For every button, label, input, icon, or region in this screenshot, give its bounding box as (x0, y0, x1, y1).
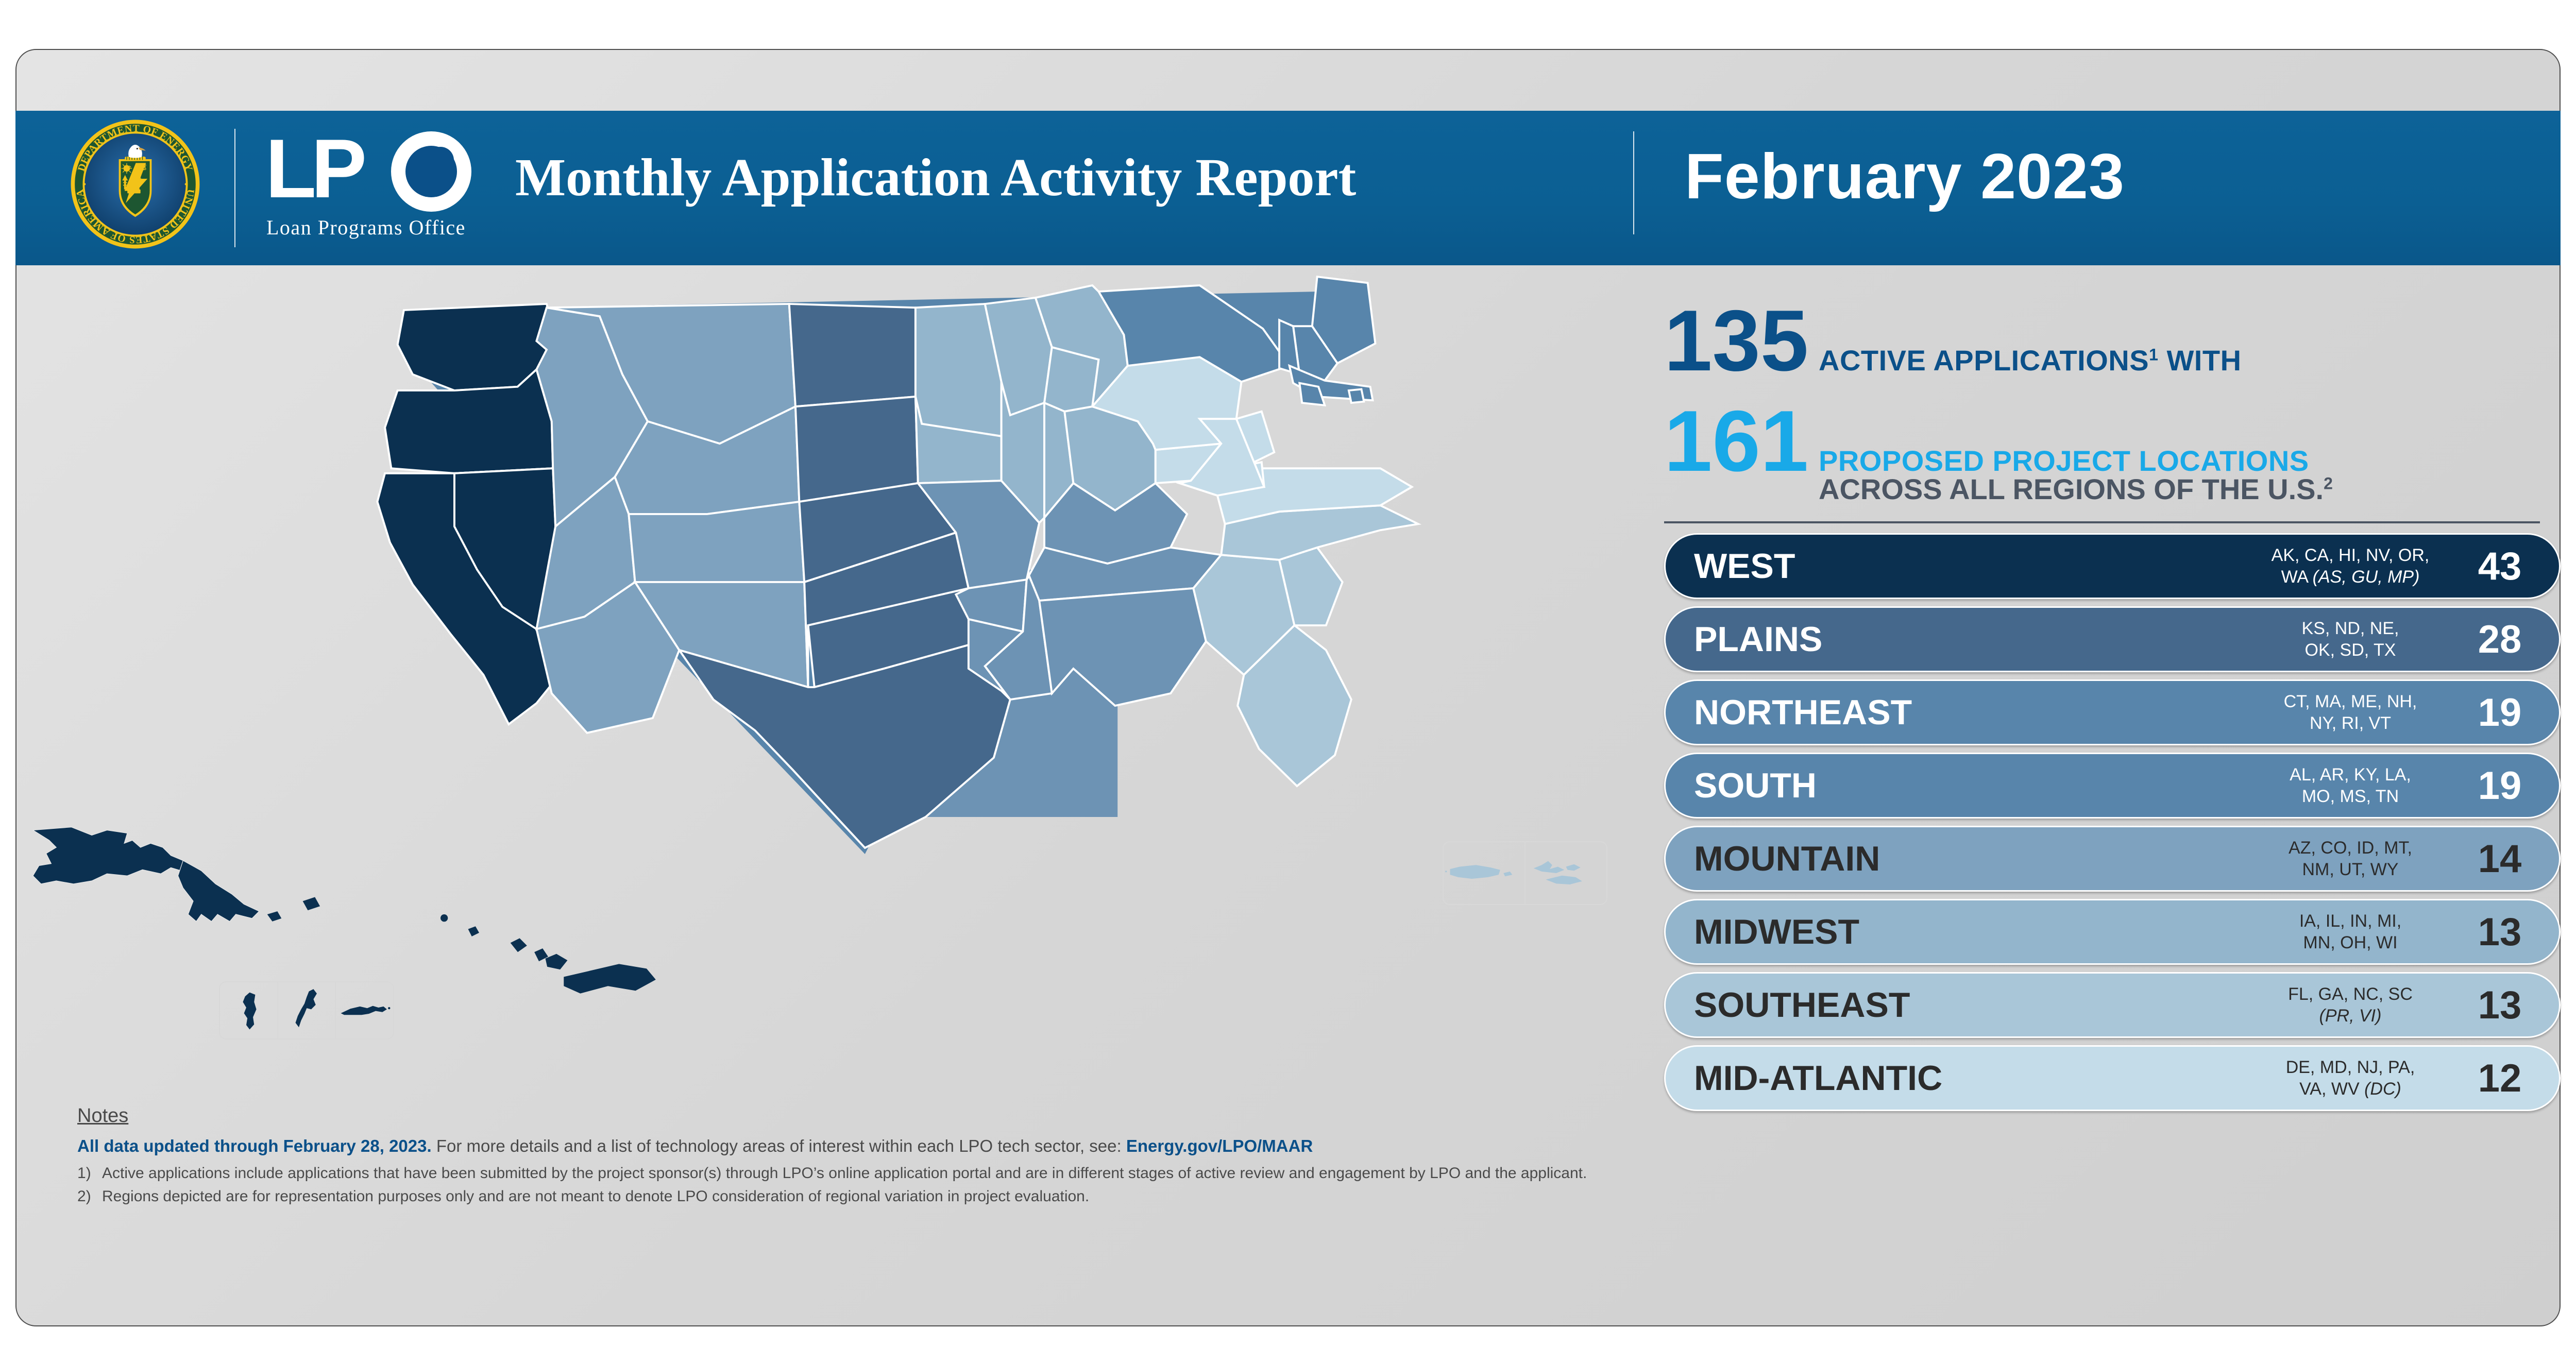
svg-text:Loan Programs Office: Loan Programs Office (266, 216, 466, 239)
svg-text:LP: LP (265, 131, 364, 215)
